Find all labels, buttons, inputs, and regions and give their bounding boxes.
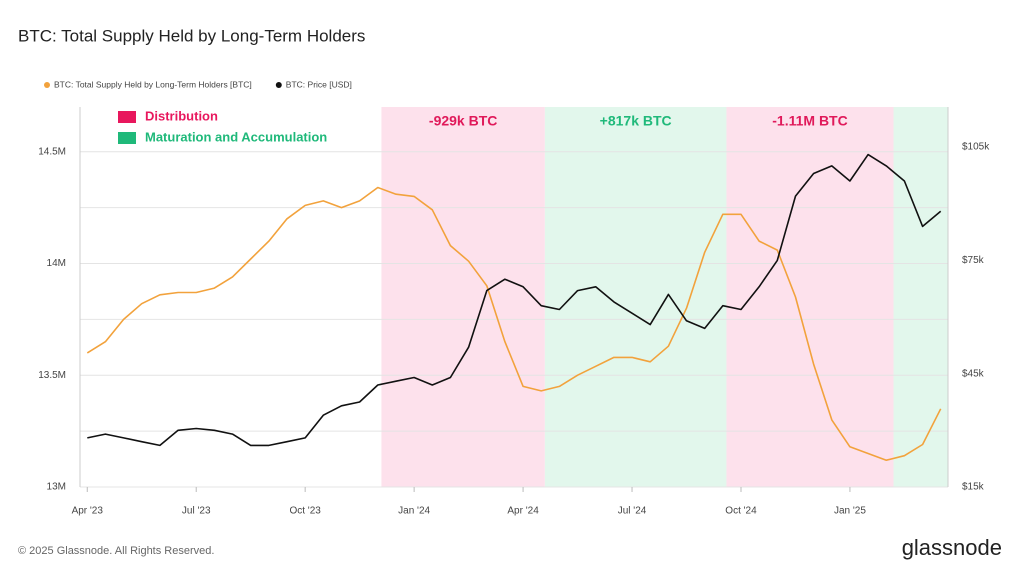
x-tick-label: Jul '23 [182,506,211,517]
period-band [544,107,727,487]
legend-label: BTC: Price [USD] [286,79,352,89]
period-band [726,107,894,487]
x-tick-label: Jan '24 [398,506,430,517]
y-tick-label: 14.5M [38,146,66,157]
y2-tick-label: $45k [962,368,985,379]
y2-tick-label: $15k [962,482,985,493]
x-tick-label: Oct '23 [289,506,321,517]
copyright: © 2025 Glassnode. All Rights Reserved. [18,545,214,557]
series-line [86,186,942,461]
legend-swatch [118,132,136,144]
y2-tick-label: $105k [962,142,990,153]
band-label: +817k BTC [600,113,672,129]
legend-swatch [118,111,136,123]
x-tick-label: Jul '24 [618,506,647,517]
band-label: -929k BTC [429,113,497,129]
legend-marker [275,82,282,88]
legend-label: BTC: Total Supply Held by Long-Term Hold… [54,79,252,89]
chart-title: BTC: Total Supply Held by Long-Term Hold… [18,26,365,45]
legend-label: Distribution [145,108,218,123]
x-tick-label: Oct '24 [725,506,757,517]
period-band [381,107,545,487]
y-tick-label: 13M [47,482,66,493]
legend-label: Maturation and Accumulation [145,129,327,144]
x-tick-label: Jan '25 [834,506,866,517]
y-tick-label: 13.5M [38,370,66,381]
legend-marker [44,82,50,88]
y-tick-label: 14M [47,258,66,269]
brand-logo: glassnode [902,535,1002,560]
band-label: -1.11M BTC [772,113,847,129]
period-band [893,107,948,487]
series-line [87,153,942,447]
y2-tick-label: $75k [962,255,985,266]
x-tick-label: Apr '24 [507,506,539,517]
x-tick-label: Apr '23 [72,506,104,517]
